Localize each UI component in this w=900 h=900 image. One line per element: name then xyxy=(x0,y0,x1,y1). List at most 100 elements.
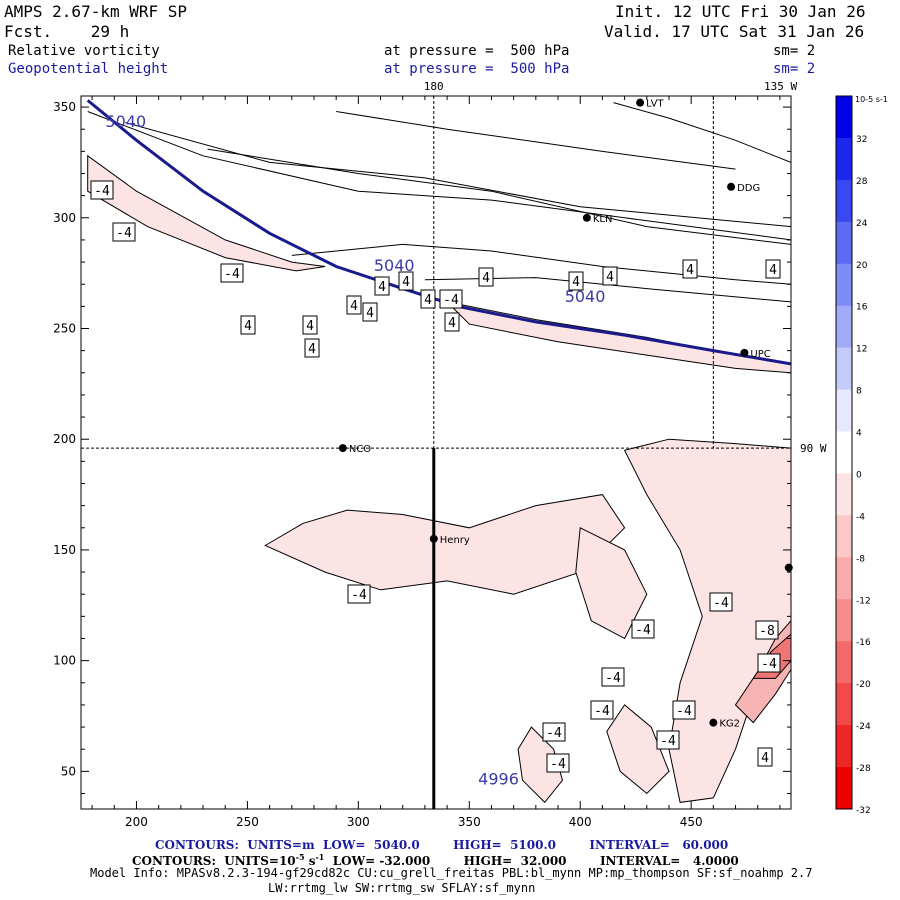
station-marker xyxy=(582,213,591,222)
vorticity-label: -8 xyxy=(759,624,775,639)
vorticity-label-box xyxy=(362,302,378,322)
field2-level: at pressure = 500 hPa xyxy=(384,61,570,77)
x-tick-label: 350 xyxy=(458,815,481,829)
vorticity-label: -4 xyxy=(550,757,566,772)
colorbar-swatch xyxy=(836,725,852,768)
neg-vorticity-region xyxy=(517,726,564,804)
station-label: KLN xyxy=(593,214,613,225)
vorticity-label-box xyxy=(444,312,460,332)
colorbar-tick-label: -32 xyxy=(856,806,871,816)
vorticity-label-box xyxy=(568,271,584,291)
vorticity-label-box xyxy=(347,584,371,604)
colorbar-swatch xyxy=(836,221,852,265)
vorticity-label: -4 xyxy=(351,588,367,603)
vorticity-label-box xyxy=(220,263,244,283)
y-tick-label: 100 xyxy=(53,654,76,668)
vorticity-label: 4 xyxy=(306,319,314,334)
vorticity-label: -4 xyxy=(713,596,729,611)
vorticity-contour xyxy=(613,102,791,163)
vorticity-label-box xyxy=(765,259,781,279)
init-time: Init. 12 UTC Fri 30 Jan 26 xyxy=(615,2,866,21)
vorticity-contour-info: CONTOURS: UNITS=10-5 s-1 LOW= -32.000 HI… xyxy=(132,852,739,868)
vorticity-label-box xyxy=(682,259,698,279)
plot-frame xyxy=(80,95,792,810)
vorticity-label-box xyxy=(757,747,773,767)
station-label: DDG xyxy=(737,183,760,194)
field1-smoothing: sm= 2 xyxy=(773,43,816,59)
colorbar-swatch xyxy=(836,96,852,139)
neg-vorticity-region xyxy=(445,301,791,374)
colorbar-tick-label: -12 xyxy=(856,596,871,606)
vorticity-contour-layer xyxy=(87,102,791,303)
vorticity-label-box xyxy=(112,222,136,242)
vort-info-suffix: LOW= -32.000 HIGH= 32.000 INTERVAL= 4.00… xyxy=(324,854,739,868)
station-marker xyxy=(709,718,718,727)
vorticity-label-layer: 44 4 444 44 4 4 4 4 4 44-4-4-4-4-4-4-4-4-4 -4-4-4-… xyxy=(90,180,781,773)
colorbar-tick-label: -24 xyxy=(856,722,871,732)
vorticity-label: 4 xyxy=(424,293,432,308)
height-contour-label: 5040 xyxy=(565,287,606,306)
y-tick-label: 250 xyxy=(53,322,76,336)
colorbar-tick-label: 8 xyxy=(856,387,862,397)
colorbar-swatch xyxy=(836,179,852,223)
vorticity-label: -4 xyxy=(635,623,651,638)
vorticity-contour xyxy=(207,148,791,245)
colorbar: 32 28 24 20 16 12 8 4 0 -4 -8 -12 -16 -20 -24 -28 -32 10-… xyxy=(835,95,888,816)
meridian-label: 180 xyxy=(424,80,444,93)
vorticity-label-box xyxy=(90,180,114,200)
colorbar-swatch xyxy=(836,347,852,391)
station-label: Henry xyxy=(440,535,470,546)
vorticity-label: 4 xyxy=(308,342,316,357)
vorticity-contour xyxy=(291,243,791,285)
vorticity-contour xyxy=(336,111,736,170)
vorticity-label: 4 xyxy=(761,751,769,766)
vorticity-label-box xyxy=(546,753,570,773)
colorbar-swatch xyxy=(836,557,852,600)
y-tick-label: 50 xyxy=(61,764,76,778)
vorticity-label: 4 xyxy=(572,275,580,290)
vorticity-label: -4 xyxy=(761,657,777,672)
model-info: Model Info: MPASv8.2.3-194-gf29cd82c CU:… xyxy=(90,866,813,880)
colorbar-frame xyxy=(835,95,853,810)
vorticity-label-box xyxy=(240,315,256,335)
vorticity-label-box xyxy=(602,266,618,286)
colorbar-tick-label: -20 xyxy=(856,680,871,690)
station-marker xyxy=(727,182,736,191)
vorticity-label-box xyxy=(478,267,494,287)
colorbar-swatch xyxy=(836,305,852,349)
station-layer: LVT DDG KLN UPC NCO Henry KG2 xyxy=(338,98,793,730)
colorbar-unit-label: 10-5 s-1 xyxy=(855,95,888,104)
vorticity-label-box xyxy=(601,667,625,687)
station-label: UPC xyxy=(750,349,770,360)
y-tick-label: 350 xyxy=(53,100,76,114)
colorbar-swatch xyxy=(836,767,852,810)
colorbar-tick-label: 28 xyxy=(856,177,868,187)
x-tick-label: 250 xyxy=(236,815,259,829)
vorticity-label: -4 xyxy=(594,704,610,719)
vorticity-label: -4 xyxy=(116,226,132,241)
vorticity-label: -4 xyxy=(443,293,459,308)
vorticity-label: -4 xyxy=(224,267,240,282)
vort-info-prefix: CONTOURS: UNITS=10 xyxy=(132,854,296,868)
height-contour-info: CONTOURS: UNITS=m LOW= 5040.0 HIGH= 5100… xyxy=(155,838,729,852)
y-tick-label: 200 xyxy=(53,432,76,446)
neg-vorticity-region xyxy=(87,154,326,272)
vorticity-contour xyxy=(87,111,791,241)
vorticity-label-box xyxy=(346,295,362,315)
colorbar-tick-label: 24 xyxy=(856,219,868,229)
colorbar-tick-label: 12 xyxy=(856,345,867,355)
neg-vorticity-region xyxy=(623,438,791,803)
vorticity-label-box xyxy=(672,700,696,720)
station-marker xyxy=(784,563,793,572)
vort-info-mid: s xyxy=(304,854,316,868)
vort-info-exp2: -1 xyxy=(315,852,325,862)
vorticity-label: -4 xyxy=(605,671,621,686)
model-info-line2: LW:rrtmg_lw SW:rrtmg_sw SFLAY:sf_mynn xyxy=(268,881,536,895)
colorbar-swatch xyxy=(836,473,852,516)
parallel-label: 90 W xyxy=(800,442,827,455)
vorticity-label-box xyxy=(757,653,781,673)
x-tick-label: 450 xyxy=(680,815,703,829)
vorticity-label: 4 xyxy=(686,263,694,278)
